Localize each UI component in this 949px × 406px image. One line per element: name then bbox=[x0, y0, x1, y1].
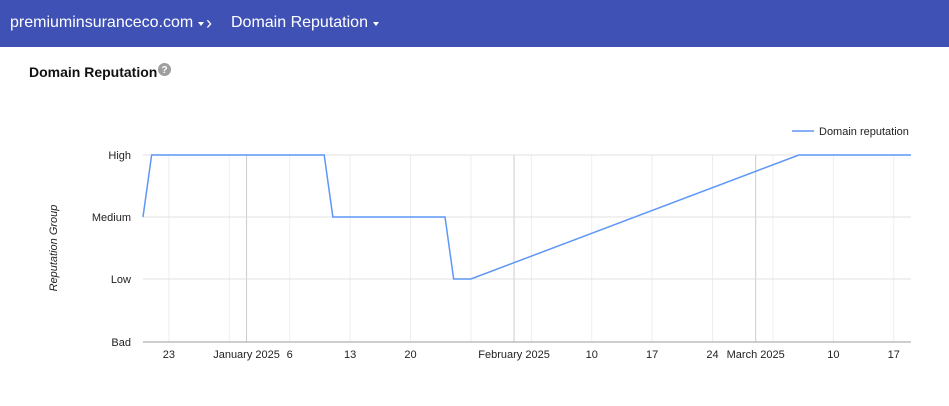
x-tick-label: 10 bbox=[827, 349, 839, 361]
domain-selector-label: premiuminsuranceco.com bbox=[10, 14, 194, 31]
x-tick-label: 13 bbox=[344, 349, 356, 361]
y-tick-label: High bbox=[108, 150, 131, 162]
y-tick-label: Bad bbox=[111, 337, 131, 349]
x-tick-label: 10 bbox=[586, 349, 598, 361]
help-icon[interactable]: ? bbox=[158, 63, 171, 76]
series-line bbox=[142, 154, 911, 280]
y-tick-label: Low bbox=[111, 274, 131, 286]
domain-selector[interactable]: premiuminsuranceco.com bbox=[10, 14, 205, 32]
y-axis-title: Reputation Group bbox=[48, 205, 60, 292]
report-selector[interactable]: Domain Reputation bbox=[231, 14, 379, 32]
x-tick-label: March 2025 bbox=[727, 349, 785, 361]
legend-label: Domain reputation bbox=[819, 126, 909, 138]
x-tick-label: 20 bbox=[404, 349, 416, 361]
x-tick-label: February 2025 bbox=[478, 349, 550, 361]
caret-down-icon bbox=[372, 22, 379, 26]
x-tick-label: 24 bbox=[706, 349, 718, 361]
x-tick-label: 17 bbox=[888, 349, 900, 361]
chevron-right-icon: › bbox=[206, 13, 212, 33]
reputation-chart: Bad Low Medium High Reputation Group 23 Januar… bbox=[48, 126, 911, 361]
svg-text:?: ? bbox=[161, 65, 167, 76]
x-tick-label: January 2025 bbox=[213, 349, 280, 361]
top-app-bar: premiuminsuranceco.com › Domain Reputati… bbox=[0, 0, 949, 47]
caret-down-icon bbox=[198, 22, 205, 26]
x-tick-label: 23 bbox=[163, 349, 175, 361]
x-tick-label: 17 bbox=[646, 349, 658, 361]
x-tick-label: 6 bbox=[287, 349, 293, 361]
y-tick-label: Medium bbox=[92, 212, 131, 224]
report-selector-label: Domain Reputation bbox=[231, 14, 368, 31]
page-title: Domain Reputation bbox=[29, 64, 158, 80]
